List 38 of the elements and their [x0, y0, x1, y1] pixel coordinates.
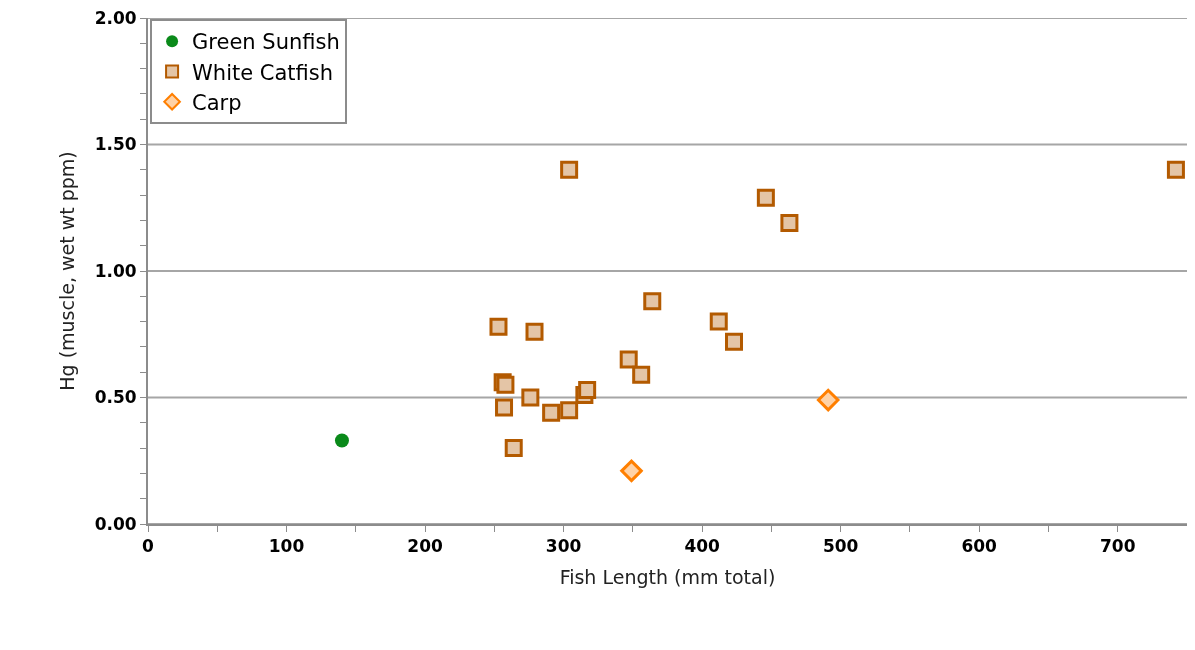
x-tick-label: 600 — [961, 536, 998, 557]
point — [542, 403, 561, 422]
x-tick-label: 300 — [545, 536, 582, 557]
y-tick-label: 1.50 — [94, 134, 137, 155]
x-axis-title: Fish Length (mm total) — [559, 565, 776, 588]
x-tick-label: 400 — [684, 536, 721, 557]
point — [504, 439, 523, 458]
point — [525, 322, 544, 341]
point — [1166, 160, 1185, 179]
point — [816, 388, 840, 412]
point — [709, 312, 728, 331]
point — [643, 292, 662, 311]
y-tick-label: 0.00 — [94, 513, 137, 534]
x-tick-label: 500 — [822, 536, 859, 557]
point — [495, 398, 514, 417]
y-tick-label: 0.50 — [94, 387, 137, 408]
point — [620, 459, 643, 483]
point — [560, 160, 579, 179]
point — [560, 401, 579, 420]
x-tick-label: 700 — [1099, 536, 1136, 557]
x-tick-label: 100 — [268, 536, 305, 557]
point — [632, 365, 651, 384]
point — [619, 350, 638, 369]
y-tick-label: 1.00 — [94, 260, 137, 281]
x-tick-label: 0 — [142, 536, 155, 557]
x-tick-label: 200 — [407, 536, 443, 557]
legend-label: Green Sunfish — [192, 30, 340, 55]
point — [489, 317, 508, 336]
y-tick-label: 2.00 — [94, 7, 137, 28]
point — [521, 388, 540, 407]
legend-label: White Catfish — [192, 60, 334, 85]
point — [334, 433, 349, 448]
point — [756, 188, 775, 207]
point — [725, 332, 743, 351]
point — [578, 380, 597, 399]
point — [780, 213, 799, 232]
legend-label: Carp — [192, 90, 242, 115]
y-axis-title: Hg (muscle, wet wt ppm) — [56, 151, 78, 391]
